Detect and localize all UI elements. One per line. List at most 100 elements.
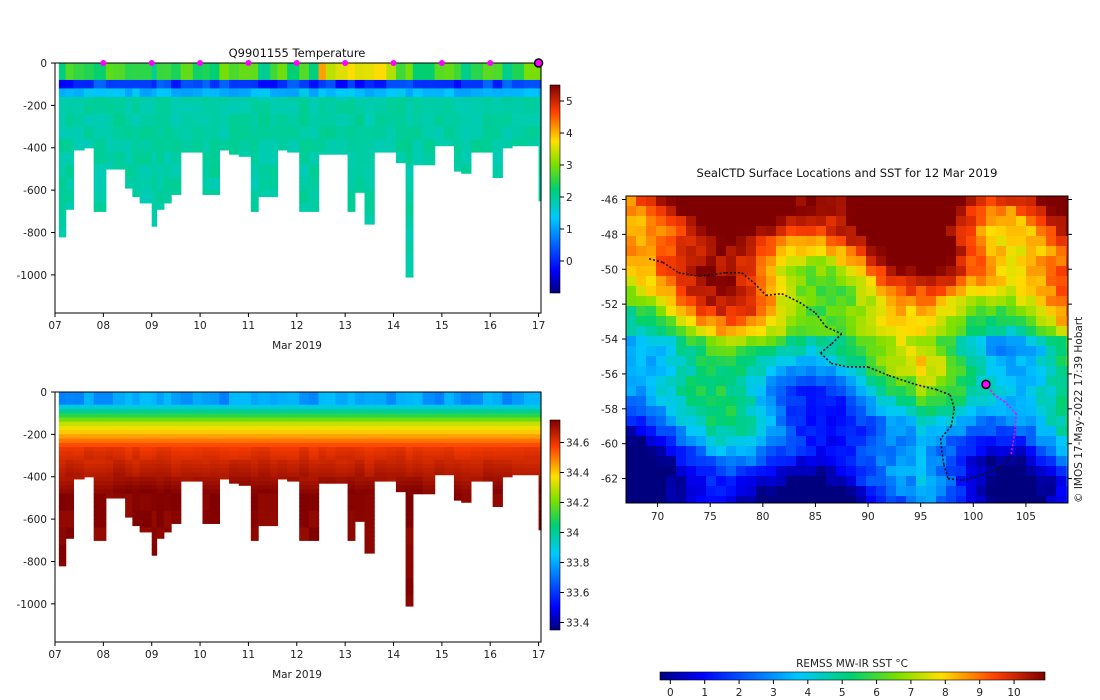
profile-cell	[151, 156, 158, 162]
profile-cell	[502, 96, 513, 102]
profile-cell	[250, 143, 259, 149]
profile-cell	[151, 527, 158, 533]
profile-cell	[65, 480, 74, 486]
sst-cell	[1036, 206, 1047, 217]
profile-cell	[132, 173, 141, 179]
profile-cell	[347, 485, 356, 491]
sst-cell	[716, 456, 727, 467]
x-tick-label: 11	[242, 649, 255, 661]
sst-cell	[976, 476, 987, 487]
profile-cell	[412, 408, 424, 414]
sst-cell	[806, 436, 817, 447]
profile-cell	[229, 130, 240, 136]
sst-cell	[1026, 486, 1037, 497]
profile-cell	[364, 219, 375, 225]
profile-cell	[250, 135, 259, 140]
profile-cell	[229, 392, 240, 397]
profile-cell	[405, 548, 414, 554]
profile-cell	[470, 451, 484, 457]
sst-cell	[1046, 306, 1057, 317]
profile-cell	[202, 190, 211, 195]
sst-cell	[736, 376, 747, 387]
profile-cell	[229, 67, 240, 73]
profile-cell	[151, 92, 158, 98]
profile-cell	[180, 147, 194, 153]
profile-cell	[538, 67, 542, 73]
sst-cell	[1016, 486, 1027, 497]
sst-cell	[716, 376, 727, 387]
y-tick-label: -1000	[16, 599, 47, 611]
profile-cell	[132, 493, 141, 499]
profile-cell	[335, 75, 349, 81]
y-tick-label: -400	[23, 472, 47, 484]
profile-cell	[202, 151, 211, 157]
profile-cell	[434, 101, 445, 106]
profile-cell	[482, 105, 494, 111]
profile-cell	[73, 413, 85, 419]
sst-cell	[1016, 386, 1027, 397]
profile-cell	[192, 455, 204, 461]
profile-cell	[277, 71, 288, 77]
sst-cell	[666, 346, 677, 357]
sst-cell	[846, 416, 857, 427]
profile-cell	[395, 442, 407, 448]
profile-cell	[335, 147, 349, 153]
profile-cell	[258, 497, 271, 503]
profile-cell	[299, 207, 310, 212]
profile-cell	[482, 438, 494, 444]
profile-cell	[163, 510, 172, 516]
profile-cell	[308, 451, 320, 457]
sst-cell	[796, 326, 807, 337]
profile-cell	[405, 122, 414, 128]
sst-cell	[806, 396, 817, 407]
profile-cell	[335, 135, 349, 140]
profile-cell	[238, 71, 252, 77]
profile-cell	[209, 472, 221, 478]
profile-cell	[65, 96, 74, 102]
sst-cell	[776, 276, 787, 287]
colorbar-tick-label: 33.4	[566, 618, 590, 630]
sst-cell	[706, 286, 717, 297]
sst-cell	[936, 376, 947, 387]
profile-cell	[318, 468, 327, 474]
profile-cell	[482, 392, 494, 397]
sst-cell	[846, 326, 857, 337]
profile-cell	[335, 151, 349, 155]
profile-cell	[405, 603, 414, 607]
profile-cell	[299, 101, 310, 106]
profile-cell	[405, 434, 414, 440]
sst-cell	[816, 406, 827, 417]
sst-cell	[626, 206, 637, 217]
profile-cell	[58, 228, 67, 234]
profile-cell	[299, 425, 310, 431]
sst-cell	[1006, 436, 1017, 447]
profile-cell	[156, 101, 165, 106]
sst-cell	[756, 416, 767, 427]
sst-cell	[896, 426, 907, 437]
sst-cell	[996, 216, 1007, 227]
sst-cell	[686, 376, 697, 387]
sst-cell	[776, 256, 787, 267]
sst-cell	[986, 286, 997, 297]
sst-cell	[826, 446, 837, 457]
profile-cell	[202, 135, 211, 140]
sst-cell	[736, 306, 747, 317]
profile-cell	[524, 126, 540, 132]
profile-cell	[171, 392, 182, 397]
profile-cell	[156, 413, 165, 419]
profile-cell	[287, 472, 300, 478]
profile-cell	[258, 164, 271, 170]
profile-cell	[270, 468, 279, 474]
sst-cell	[656, 396, 667, 407]
sst-cell	[646, 336, 657, 347]
profile-cell	[347, 434, 356, 440]
sst-cell	[1046, 216, 1057, 227]
profile-cell	[250, 79, 259, 85]
profile-cell	[422, 459, 436, 465]
profile-cell	[270, 84, 279, 90]
profile-cell	[65, 464, 74, 469]
profile-cell	[93, 442, 107, 448]
profile-cell	[492, 485, 503, 491]
profile-cell	[65, 109, 74, 115]
profile-cell	[202, 71, 211, 77]
